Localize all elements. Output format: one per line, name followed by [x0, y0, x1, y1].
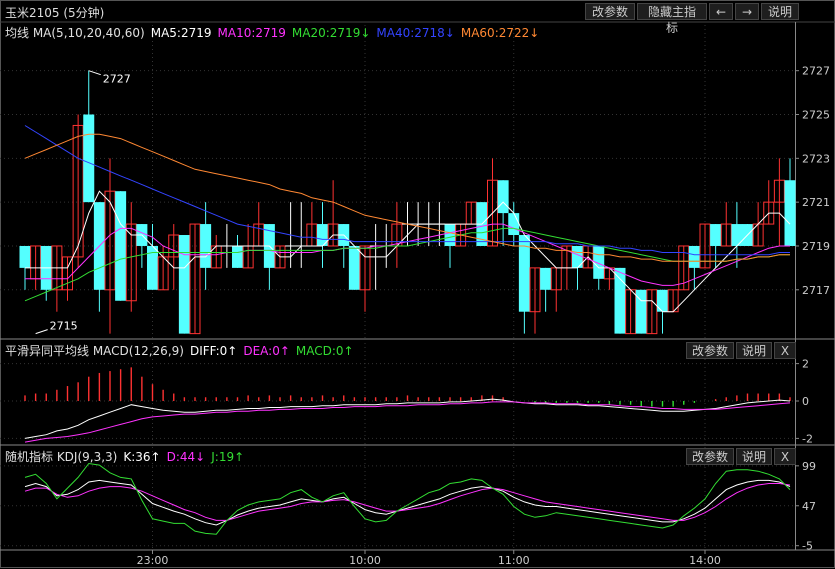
macd-dea-line	[24, 401, 791, 443]
candle-body	[518, 235, 530, 312]
macd-diff-line	[24, 398, 791, 439]
annotation-pointer	[35, 329, 48, 335]
candle-body	[359, 245, 371, 291]
candle-body	[497, 180, 509, 214]
candle-body	[487, 179, 498, 247]
legend-item: J:19↑	[211, 450, 245, 464]
arrow-right-icon[interactable]: →	[735, 3, 759, 20]
main-legend: 均线 MA(5,10,20,40,60) MA5:2719 MA10:2719 MA2…	[5, 24, 545, 41]
candle-body	[529, 267, 541, 313]
candle-body	[444, 224, 456, 246]
kdj-toolbar: 改参数 说明 X	[686, 448, 796, 465]
macd-tick-label: 2	[802, 358, 809, 371]
legend-item: MA10:2719	[217, 26, 286, 40]
kdj-tick-label: 47	[802, 500, 816, 513]
candle-body	[168, 234, 180, 258]
kdj-help-button[interactable]: 说明	[736, 448, 772, 465]
legend-item: 平滑异同平均线 MACD(12,26,9)	[5, 344, 184, 358]
kdj-k-line	[24, 479, 791, 526]
ma-line-ma5	[25, 190, 791, 313]
price-tick-label: 2719	[802, 240, 830, 253]
macd-toolbar: 改参数 说明 X	[686, 342, 796, 359]
kdj-tick-label: 99	[802, 460, 816, 473]
legend-item: MACD:0↑	[295, 344, 354, 358]
kdj-close-icon[interactable]: X	[774, 448, 796, 465]
legend-item: MA40:2718↓	[376, 26, 455, 40]
candle-body	[540, 267, 552, 290]
candle-body	[147, 245, 158, 290]
kdj-d-line	[24, 483, 791, 521]
legend-item: MA5:2719	[150, 26, 212, 40]
legend-item: MA20:2719↓	[291, 26, 371, 40]
candle-body	[720, 223, 732, 247]
edit-params-button[interactable]: 改参数	[585, 3, 635, 20]
price-tick-label: 2717	[802, 284, 830, 297]
candle-body	[710, 224, 722, 246]
ma-line-ma40	[24, 125, 790, 256]
candle-body	[317, 224, 328, 246]
kdj-tick-label: -5	[802, 540, 813, 553]
hide-main-indicator-button[interactable]: 隐藏主指标	[637, 3, 707, 35]
x-tick-label: 14:00	[689, 554, 721, 567]
candle-body	[657, 289, 668, 312]
price-tick-label: 2721	[802, 196, 830, 209]
candle-body	[731, 224, 743, 246]
x-tick-label: 23:00	[137, 554, 169, 567]
candle-body	[19, 245, 31, 268]
candle-body	[200, 224, 212, 268]
candle-body	[646, 289, 658, 335]
candle-body	[125, 223, 137, 302]
legend-item: 随机指标 KDJ(9,3,3)	[5, 450, 118, 464]
kdj-edit-params-button[interactable]: 改参数	[686, 448, 734, 465]
legend-item: DEA:0↑	[243, 344, 290, 358]
kdj-legend: 随机指标 KDJ(9,3,3) K:36↑ D:44↓ J:19↑	[5, 448, 250, 465]
candle-body	[72, 124, 84, 258]
kdj-j-line	[24, 462, 791, 535]
legend-item: MA60:2722↓	[460, 26, 540, 40]
candle-body	[232, 245, 243, 268]
macd-edit-params-button[interactable]: 改参数	[686, 342, 734, 359]
price-tick-label: 2723	[802, 152, 830, 165]
x-tick-label: 10:00	[349, 554, 381, 567]
macd-legend: 平滑异同平均线 MACD(12,26,9) DIFF:0↑ DEA:0↑ MACD:0…	[5, 342, 360, 359]
annotation-low: 2715	[50, 320, 78, 333]
ma-line-ma60	[24, 133, 790, 262]
legend-item: D:44↓	[166, 450, 206, 464]
macd-tick-label: 0	[802, 395, 809, 408]
macd-close-icon[interactable]: X	[774, 342, 796, 359]
candle-body	[189, 223, 201, 335]
top-toolbar: 改参数 隐藏主指标 ← → 说明	[585, 3, 799, 35]
macd-tick-label: -2	[802, 432, 813, 445]
candle-body	[593, 245, 605, 279]
candle-body	[178, 235, 190, 334]
candle-body	[614, 267, 626, 334]
candle-body	[348, 245, 360, 290]
legend-item: DIFF:0↑	[189, 344, 238, 358]
annotation-high: 2727	[103, 73, 131, 86]
candle-body	[688, 245, 700, 268]
annotation-pointer	[88, 70, 101, 76]
candle-body	[508, 213, 520, 236]
candle-body	[678, 245, 690, 291]
x-tick-label: 11:00	[498, 554, 530, 567]
price-tick-label: 2725	[802, 109, 830, 122]
legend-item: K:36↑	[123, 450, 161, 464]
candle-body	[572, 245, 583, 268]
candle-body	[773, 179, 785, 203]
price-tick-label: 2727	[802, 65, 830, 78]
macd-help-button[interactable]: 说明	[736, 342, 772, 359]
help-button[interactable]: 说明	[761, 3, 799, 20]
legend-item: 均线 MA(5,10,20,40,60)	[5, 26, 145, 40]
candle-body	[699, 223, 711, 269]
ma-line-ma20	[24, 227, 790, 302]
candle-body	[83, 114, 95, 203]
candle-body	[635, 289, 647, 334]
page-title: 玉米2105 (5分钟)	[5, 6, 105, 20]
candle-body	[115, 191, 127, 301]
candle-body	[784, 180, 796, 246]
arrow-left-icon[interactable]: ←	[709, 3, 733, 20]
